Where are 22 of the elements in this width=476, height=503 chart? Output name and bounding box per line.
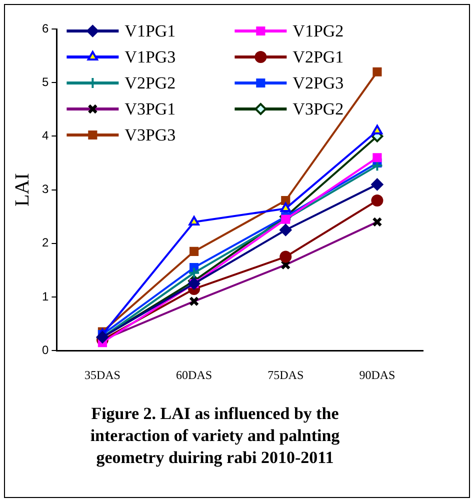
legend-label: V2PG1 (292, 47, 344, 66)
legend-label: V1PG3 (124, 47, 176, 66)
x-tick-label: 90DAS (359, 368, 396, 382)
caption: Figure 2. LAI as influenced by the interaction of variety and palnting geometry duiring rabi 2010-2011 (89, 403, 341, 469)
y-tick-label: 4 (42, 128, 49, 143)
legend-label: V3PG3 (124, 125, 176, 144)
x-tick-label: 75DAS (268, 368, 304, 382)
y-tick-label: 1 (42, 289, 49, 304)
legend-label: V3PG2 (292, 99, 344, 118)
x-tick-label: 35DAS (84, 368, 120, 382)
legend-label: V1PG2 (292, 21, 344, 40)
y-tick-label: 2 (42, 236, 49, 250)
legend-label: V2PG2 (124, 73, 176, 92)
legend-label: V3PG1 (124, 99, 176, 118)
x-tick-label: 60DAS (176, 368, 212, 382)
y-tick-label: 0 (42, 342, 49, 357)
legend-label: V2PG3 (292, 73, 344, 92)
legend-label: V1PG1 (124, 21, 176, 40)
y-tick-label: 5 (42, 74, 49, 89)
y-tick-label: 3 (42, 182, 49, 196)
y-axis-title: LAI (11, 173, 34, 206)
y-tick-label: 6 (42, 21, 49, 36)
